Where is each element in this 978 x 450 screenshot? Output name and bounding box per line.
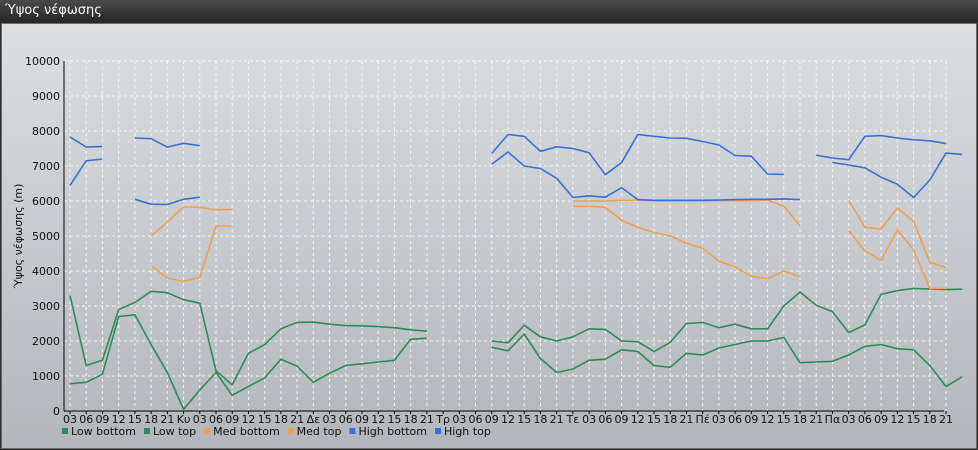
- x-tick-label: 21: [420, 413, 434, 426]
- y-tick-label: 9000: [32, 90, 60, 103]
- x-tick-label: 15: [387, 413, 401, 426]
- y-tick-label: 2000: [32, 335, 60, 348]
- legend-swatch: [435, 428, 441, 434]
- x-tick-label: 12: [501, 413, 515, 426]
- x-tick-label: Τε: [566, 413, 580, 426]
- series-line-low-top: [69, 287, 963, 386]
- x-tick-label: 21: [290, 413, 304, 426]
- x-tick-label: 18: [404, 413, 418, 426]
- x-tick-label: 03: [193, 413, 207, 426]
- x-tick-label: 09: [355, 413, 369, 426]
- x-tick-label: 09: [744, 413, 758, 426]
- x-tick-label: 15: [907, 413, 921, 426]
- x-tick-label: 18: [533, 413, 547, 426]
- x-tick-label: 21: [160, 413, 174, 426]
- x-tick-label: 21: [809, 413, 823, 426]
- x-tick-label: 06: [339, 413, 353, 426]
- y-tick-label: 10000: [25, 55, 60, 68]
- grid: [64, 60, 947, 411]
- x-tick-label: 15: [258, 413, 272, 426]
- x-tick-label: 15: [517, 413, 531, 426]
- x-tick-label: 12: [112, 413, 126, 426]
- x-tick-label: 21: [679, 413, 693, 426]
- legend-label: High top: [444, 425, 491, 438]
- legend-swatch: [349, 428, 356, 434]
- x-tick-label: Τρ: [435, 413, 450, 426]
- x-tick-label: Πα: [825, 413, 841, 426]
- x-tick-label: 06: [858, 413, 872, 426]
- series-line-high-bottom: [69, 151, 963, 206]
- x-tick-label: 03: [63, 413, 77, 426]
- x-tick-label: 09: [225, 413, 239, 426]
- x-tick-label: 09: [615, 413, 629, 426]
- legend-swatch: [62, 428, 68, 434]
- y-tick-label: 7000: [32, 160, 60, 173]
- x-tick-label: 15: [777, 413, 791, 426]
- axes: 0 1000 2000 3000 4000 5000 6000 7000 8000 9000 100…: [25, 55, 953, 426]
- x-tick-label: 15: [128, 413, 142, 426]
- series-line-low-bottom: [69, 314, 963, 411]
- x-tick-label: 03: [712, 413, 726, 426]
- chart-panel: 0 1000 2000 3000 4000 5000 6000 7000 8000 9000 100…: [1, 23, 977, 449]
- y-axis-label: Ύψος νέφωσης (m): [12, 184, 25, 290]
- x-tick-label: Δε: [307, 413, 321, 426]
- x-tick-label: 18: [144, 413, 158, 426]
- legend-label: High bottom: [358, 425, 427, 438]
- x-tick-label: 03: [842, 413, 856, 426]
- legend-swatch: [204, 428, 211, 434]
- x-tick-label: 09: [874, 413, 888, 426]
- x-tick-label: 12: [371, 413, 385, 426]
- x-tick-label: Πέ: [696, 413, 710, 426]
- cloud-height-chart: 0 1000 2000 3000 4000 5000 6000 7000 8000 9000 100…: [12, 55, 963, 438]
- x-tick-label: Κυ: [177, 413, 191, 426]
- x-tick-label: 03: [323, 413, 337, 426]
- x-tick-label: 06: [79, 413, 93, 426]
- x-tick-label: 06: [209, 413, 223, 426]
- legend-swatch: [143, 428, 150, 434]
- y-tick-label: 4000: [32, 265, 60, 278]
- legend-label: Med top: [297, 425, 342, 438]
- x-tick-label: 12: [241, 413, 255, 426]
- window-title: Ύψος νέφωσης: [5, 3, 102, 18]
- y-tick-label: 5000: [32, 230, 60, 243]
- series-line-med-top: [150, 199, 947, 269]
- x-tick-label: 18: [923, 413, 937, 426]
- legend-label: Low bottom: [71, 425, 136, 438]
- legend-label: Med bottom: [213, 425, 280, 438]
- y-tick-label: 3000: [32, 300, 60, 313]
- y-tick-label: 0: [53, 405, 60, 418]
- x-tick-label: 03: [582, 413, 596, 426]
- x-tick-label: 03: [452, 413, 466, 426]
- series-group: [69, 133, 963, 411]
- x-tick-label: 18: [663, 413, 677, 426]
- legend-swatch: [287, 428, 294, 434]
- x-tick-label: 06: [728, 413, 742, 426]
- legend-label: Low top: [153, 425, 196, 438]
- x-tick-label: 06: [598, 413, 612, 426]
- x-tick-label: 21: [550, 413, 564, 426]
- x-tick-label: 18: [274, 413, 288, 426]
- y-tick-label: 8000: [32, 125, 60, 138]
- x-tick-label: 21: [939, 413, 953, 426]
- legend: Low bottom Low top Med bottom Med top High b…: [62, 425, 491, 438]
- x-tick-label: 09: [485, 413, 499, 426]
- y-tick-label: 6000: [32, 195, 60, 208]
- x-tick-label: 12: [761, 413, 775, 426]
- x-tick-label: 12: [631, 413, 645, 426]
- y-tick-label: 1000: [32, 370, 60, 383]
- x-tick-label: 15: [647, 413, 661, 426]
- series-line-med-bottom: [150, 205, 946, 290]
- x-tick-label: 06: [469, 413, 483, 426]
- x-tick-label: 12: [890, 413, 904, 426]
- x-tick-label: 09: [95, 413, 109, 426]
- x-tick-label: 18: [793, 413, 807, 426]
- series-line-high-top: [69, 133, 947, 176]
- window-titlebar: Ύψος νέφωσης: [0, 0, 978, 22]
